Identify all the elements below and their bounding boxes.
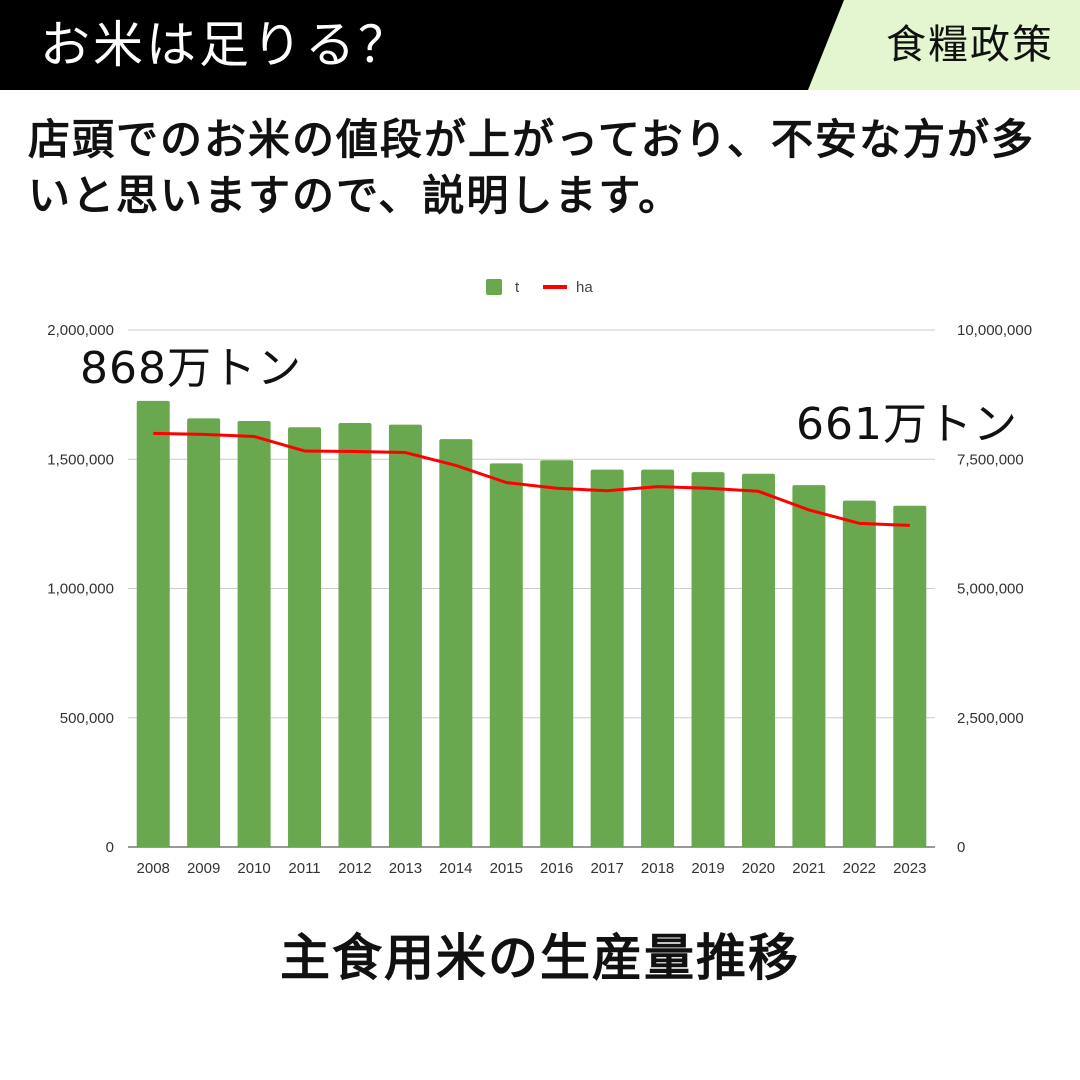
annotation-start-value: 868万トン — [80, 343, 302, 394]
bar — [489, 463, 523, 847]
bar — [893, 505, 927, 847]
page-title: お米は足りる？ — [40, 16, 411, 74]
bar — [388, 424, 422, 847]
x-axis-tick-label: 2008 — [137, 860, 170, 877]
x-axis-tick-label: 2011 — [288, 860, 320, 877]
bar — [439, 439, 473, 847]
bar — [136, 400, 170, 847]
x-axis-tick-label: 2014 — [439, 860, 472, 877]
bar — [187, 418, 221, 847]
intro-text: 店頭でのお米の値段が上がっており、不安な方が多いと思いますので、説明します。 — [28, 115, 1035, 220]
bar — [641, 469, 675, 847]
right-axis-tick-label: 2,500,000 — [957, 710, 1024, 727]
bar — [237, 420, 271, 847]
production-chart: 0 500,000 1,000,000 1,500,000 2,000,000 0 2,50… — [47, 279, 1032, 877]
bar — [338, 423, 372, 847]
left-axis-tick-label: 500,000 — [60, 710, 114, 727]
left-axis-tick-label: 1,000,000 — [47, 581, 114, 598]
x-axis-tick-label: 2015 — [490, 860, 523, 877]
right-axis-tick-label: 7,500,000 — [957, 451, 1024, 468]
legend-label-ha: ha — [576, 279, 593, 296]
legend-swatch-t — [486, 279, 502, 295]
left-axis-tick-label: 1,500,000 — [47, 451, 114, 468]
bar — [741, 473, 775, 847]
right-axis-tick-label: 0 — [957, 839, 965, 856]
category-tag: 食糧政策 — [808, 0, 1080, 90]
x-axis-tick-label: 2013 — [389, 860, 422, 877]
chart-caption: 主食用米の生産量推移 — [280, 928, 800, 987]
x-axis-tick-label: 2010 — [237, 860, 270, 877]
x-axis-tick-label: 2020 — [742, 860, 775, 877]
x-axis-tick-label: 2019 — [691, 860, 724, 877]
bar — [792, 485, 826, 847]
x-axis-tick-label: 2023 — [893, 860, 926, 877]
left-axis-tick-label: 0 — [106, 839, 114, 856]
bar — [540, 460, 574, 847]
annotation-end-value: 661万トン — [796, 399, 1018, 450]
bar — [288, 427, 322, 847]
bar — [691, 472, 725, 847]
x-axis-tick-label: 2017 — [590, 860, 623, 877]
bar — [590, 469, 624, 847]
left-axis-tick-label: 2,000,000 — [47, 322, 114, 339]
x-axis-tick-label: 2022 — [843, 860, 876, 877]
right-axis-tick-label: 5,000,000 — [957, 581, 1024, 598]
header-bar: お米は足りる？ 食糧政策 — [0, 0, 1080, 90]
legend-label-t: t — [515, 279, 520, 296]
x-axis-tick-label: 2021 — [792, 860, 825, 877]
right-axis-tick-label: 10,000,000 — [957, 322, 1032, 339]
x-axis-tick-label: 2012 — [338, 860, 371, 877]
category-tag-label: 食糧政策 — [886, 22, 1054, 68]
x-axis-tick-label: 2016 — [540, 860, 573, 877]
x-axis-tick-label: 2009 — [187, 860, 220, 877]
x-axis-tick-label: 2018 — [641, 860, 674, 877]
series-line-ha — [153, 431, 910, 527]
bar — [842, 500, 876, 847]
